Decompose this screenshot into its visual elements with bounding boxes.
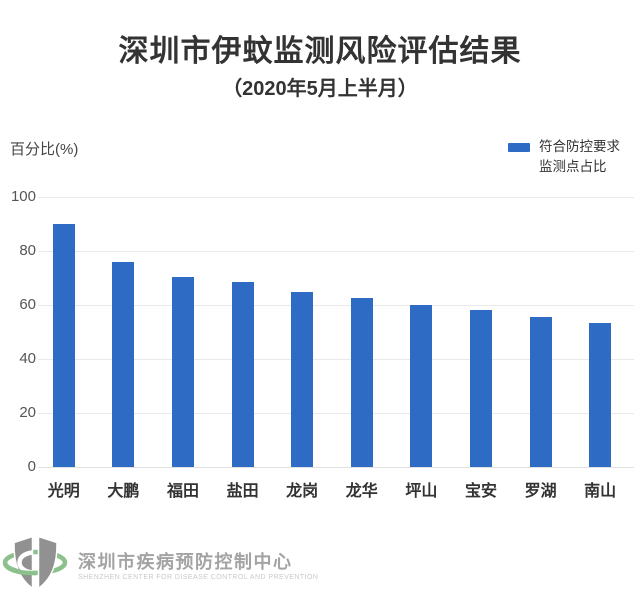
y-tick-label-0: 0 — [27, 458, 36, 475]
x-tick-label-龙岗: 龙岗 — [286, 483, 319, 500]
gridline-100 — [38, 197, 634, 198]
gridline-20 — [38, 413, 634, 414]
legend-label: 符合防控要求 监测点占比 — [539, 137, 620, 177]
x-tick-label-福田: 福田 — [166, 483, 199, 500]
cdc-logo-icon — [2, 535, 68, 590]
footer-text: 深圳市疾病预防控制中心 SHENZHEN CENTER FOR DISEASE … — [78, 545, 318, 582]
x-tick-label-光明: 光明 — [47, 483, 80, 500]
bar-福田 — [172, 276, 194, 467]
y-tick-label-20: 20 — [19, 404, 36, 421]
x-tick-label-盐田: 盐田 — [226, 483, 259, 500]
bar-盐田 — [231, 282, 254, 467]
footer-org-name-en: SHENZHEN CENTER FOR DISEASE CONTROL AND … — [78, 573, 319, 581]
bar-光明 — [52, 224, 75, 467]
legend-swatch-icon — [508, 143, 530, 152]
x-tick-label-罗湖: 罗湖 — [524, 483, 557, 500]
bar-宝安 — [470, 310, 492, 467]
x-tick-label-宝安: 宝安 — [464, 483, 497, 500]
gridline-0 — [38, 467, 634, 468]
bar-罗湖 — [529, 317, 552, 467]
legend-label-line2: 监测点占比 — [539, 159, 607, 174]
bar-龙华 — [350, 298, 373, 467]
x-tick-label-大鹏: 大鹏 — [107, 483, 140, 500]
bar-坪山 — [410, 305, 433, 467]
footer-org-name-cn: 深圳市疾病预防控制中心 — [78, 551, 293, 572]
y-tick-label-100: 100 — [10, 188, 36, 205]
y-tick-label-80: 80 — [19, 242, 36, 259]
plot-area — [34, 197, 634, 468]
x-tick-label-坪山: 坪山 — [405, 483, 438, 500]
y-tick-label-40: 40 — [19, 350, 36, 367]
gridline-40 — [38, 359, 634, 360]
footer: 深圳市疾病预防控制中心 SHENZHEN CENTER FOR DISEASE … — [2, 533, 318, 593]
x-tick-label-龙华: 龙华 — [345, 483, 378, 500]
x-tick-label-南山: 南山 — [584, 483, 617, 500]
gridline-80 — [38, 251, 634, 252]
y-tick-label-60: 60 — [19, 296, 36, 313]
y-axis-title: 百分比(%) — [10, 141, 79, 158]
legend: 符合防控要求 监测点占比 — [508, 137, 620, 177]
gridline-60 — [38, 305, 634, 306]
chart-subtitle: （2020年5月上半月） — [222, 78, 418, 100]
chart-title: 深圳市伊蚊监测风险评估结果 — [118, 35, 522, 68]
legend-label-line1: 符合防控要求 — [539, 139, 620, 154]
bar-大鹏 — [112, 261, 135, 467]
bar-龙岗 — [291, 291, 314, 467]
bar-南山 — [589, 322, 612, 467]
